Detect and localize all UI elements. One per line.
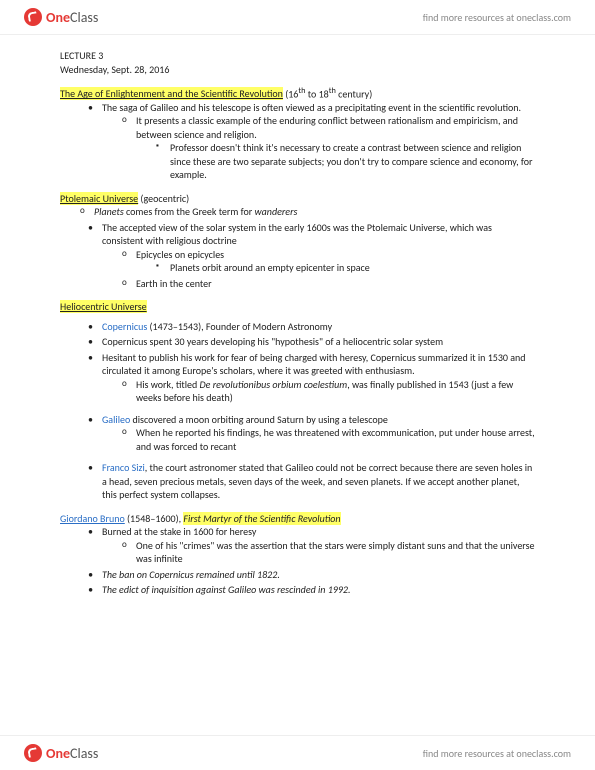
logo-text: OneClass bbox=[46, 9, 98, 26]
list-item: Planets comes from the Greek term for wa… bbox=[80, 205, 535, 219]
list-item: Hesitant to publish his work for fear of… bbox=[88, 351, 535, 405]
section-4-title: First Martyr of the Scientific Revolutio… bbox=[183, 512, 340, 525]
list-item: Epicycles on epicycles Planets orbit aro… bbox=[122, 248, 535, 275]
section-3: Heliocentric Universe Copernicus (1473–1… bbox=[60, 300, 535, 502]
list-item: The saga of Galileo and his telescope is… bbox=[88, 101, 535, 182]
galileo-link[interactable]: Galileo bbox=[102, 413, 130, 426]
list-item: Earth in the center bbox=[122, 277, 535, 291]
list-item: The edict of inquisition against Galileo… bbox=[88, 583, 535, 597]
copernicus-link[interactable]: Copernicus bbox=[102, 320, 147, 333]
list-item: Copernicus spent 30 years developing his… bbox=[88, 335, 535, 349]
logo[interactable]: OneClass bbox=[24, 8, 98, 26]
section-1: The Age of Enlightenment and the Scienti… bbox=[60, 86, 535, 182]
list-item: Franco Sizi, the court astronomer stated… bbox=[88, 461, 535, 502]
list-item: His work, titled De revolutionibus orbiu… bbox=[122, 378, 535, 405]
list-item: Professor doesn't think it's necessary t… bbox=[156, 141, 535, 182]
list-item: Copernicus (1473–1543), Founder of Moder… bbox=[88, 320, 535, 334]
lecture-number: LECTURE 3 bbox=[60, 49, 535, 63]
list-item: Burned at the stake in 1600 for heresy O… bbox=[88, 525, 535, 566]
document-content: LECTURE 3 Wednesday, Sept. 28, 2016 The … bbox=[0, 35, 595, 597]
bruno-link[interactable]: Giordano Bruno bbox=[60, 512, 125, 525]
list-item: Galileo discovered a moon orbiting aroun… bbox=[88, 413, 535, 454]
list-item: Planets orbit around an empty epicenter … bbox=[156, 261, 535, 275]
footer-tagline: find more resources at oneclass.com bbox=[423, 747, 571, 760]
lecture-date: Wednesday, Sept. 28, 2016 bbox=[60, 63, 535, 77]
list-item: One of his "crimes" was the assertion th… bbox=[122, 539, 535, 566]
list-item: The accepted view of the solar system in… bbox=[88, 221, 535, 291]
tagline: find more resources at oneclass.com bbox=[423, 11, 571, 24]
section-3-title: Heliocentric Universe bbox=[60, 300, 147, 313]
list-item: The ban on Copernicus remained until 182… bbox=[88, 568, 535, 582]
list-item: It presents a classic example of the end… bbox=[122, 114, 535, 182]
logo-icon bbox=[24, 744, 42, 762]
section-4: Giordano Bruno (1548–1600), First Martyr… bbox=[60, 512, 535, 597]
logo-icon bbox=[24, 8, 42, 26]
sizi-link[interactable]: Franco Sizi bbox=[102, 461, 145, 474]
section-2-title: Ptolemaic Universe bbox=[60, 192, 138, 205]
footer-logo[interactable]: OneClass bbox=[24, 744, 98, 762]
section-2: Ptolemaic Universe (geocentric) Planets … bbox=[60, 192, 535, 291]
footer: OneClass find more resources at oneclass… bbox=[0, 735, 595, 770]
header: OneClass find more resources at oneclass… bbox=[0, 0, 595, 35]
logo-text: OneClass bbox=[46, 745, 98, 762]
list-item: When he reported his findings, he was th… bbox=[122, 426, 535, 453]
section-1-title: The Age of Enlightenment and the Scienti… bbox=[60, 87, 283, 100]
